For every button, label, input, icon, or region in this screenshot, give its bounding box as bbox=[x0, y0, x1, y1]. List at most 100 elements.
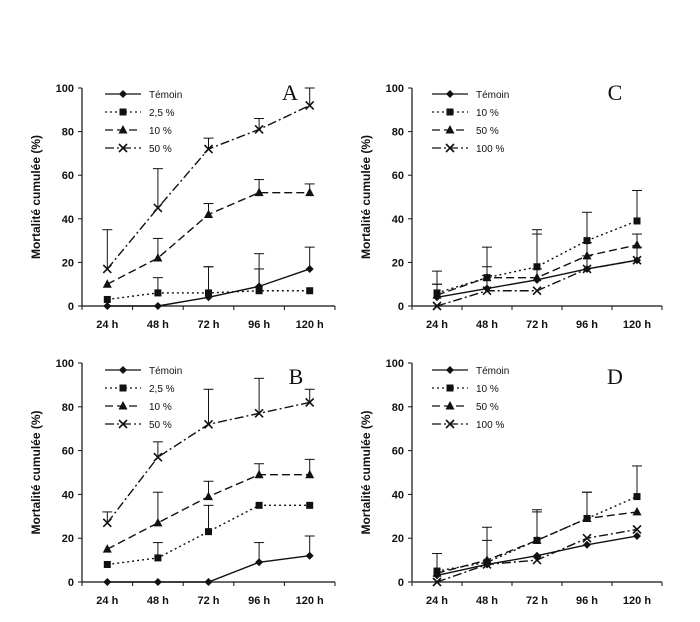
legend-marker bbox=[445, 419, 455, 429]
data-point bbox=[153, 452, 163, 462]
data-point bbox=[305, 397, 315, 407]
x-tick-label: 48 h bbox=[147, 595, 169, 607]
x-tick-label: 48 h bbox=[476, 319, 498, 331]
legend-label: 50 % bbox=[149, 144, 172, 155]
series-3: 50 % bbox=[102, 377, 315, 528]
legend-label: 50 % bbox=[476, 402, 499, 413]
y-tick-label: 80 bbox=[392, 402, 404, 414]
x-tick-label: 72 h bbox=[197, 595, 219, 607]
data-point bbox=[153, 203, 163, 213]
data-point bbox=[254, 408, 264, 418]
data-point bbox=[102, 279, 112, 288]
data-point bbox=[102, 518, 112, 528]
y-tick-label: 60 bbox=[62, 446, 74, 458]
legend-marker bbox=[118, 125, 128, 134]
data-point bbox=[306, 501, 314, 509]
y-axis-label: Mortalité cumulée (%) bbox=[29, 135, 43, 259]
data-point bbox=[203, 419, 214, 429]
data-point bbox=[582, 533, 592, 543]
data-point bbox=[482, 286, 492, 296]
x-tick-label: 24 h bbox=[96, 595, 118, 607]
data-point bbox=[633, 217, 641, 225]
data-point bbox=[255, 558, 264, 567]
y-tick-label: 60 bbox=[62, 170, 74, 182]
series-3: 100 % bbox=[432, 143, 642, 311]
data-point bbox=[305, 100, 315, 111]
y-tick-label: 20 bbox=[392, 533, 404, 545]
data-point bbox=[153, 517, 163, 527]
legend-label: 100 % bbox=[476, 144, 504, 155]
legend-marker bbox=[118, 143, 128, 153]
x-tick-label: 96 h bbox=[248, 595, 270, 607]
y-tick-label: 40 bbox=[392, 489, 404, 501]
data-point bbox=[305, 264, 314, 273]
data-point bbox=[532, 555, 542, 565]
x-tick-label: 120 h bbox=[296, 595, 324, 607]
data-point bbox=[254, 124, 264, 134]
y-tick-label: 0 bbox=[398, 577, 404, 589]
data-point bbox=[204, 578, 213, 586]
series-3: 50 % bbox=[102, 87, 315, 274]
data-point bbox=[203, 144, 214, 154]
legend-label: Témoin bbox=[149, 366, 182, 377]
data-point bbox=[254, 187, 264, 197]
panel-letter: B bbox=[289, 364, 304, 389]
data-point bbox=[532, 535, 542, 544]
data-point bbox=[532, 272, 542, 282]
data-point bbox=[532, 286, 542, 296]
data-point bbox=[103, 302, 112, 310]
panel-d: 0 20 40 60 80 100 24 h 48 h 72 h 96 h 120 h Mortali… bbox=[359, 358, 663, 607]
data-point bbox=[103, 578, 112, 586]
x-tick-label: 96 h bbox=[248, 319, 270, 331]
legend-marker bbox=[445, 143, 455, 153]
data-point bbox=[205, 289, 212, 297]
data-point bbox=[633, 532, 641, 541]
legend-marker bbox=[445, 125, 455, 134]
y-tick-label: 40 bbox=[392, 214, 404, 226]
data-point bbox=[482, 559, 492, 570]
data-point bbox=[432, 290, 442, 299]
y-tick-label: 60 bbox=[392, 170, 404, 182]
series-0: Témoin bbox=[103, 366, 315, 586]
y-tick-label: 100 bbox=[56, 358, 74, 370]
legend-label: Témoin bbox=[476, 366, 509, 377]
series-0: Témoin bbox=[103, 90, 315, 310]
panel-a: 0 20 40 60 80 100 24 h 48 h 72 h 96 h 120 h Mortali… bbox=[29, 80, 336, 331]
series-line bbox=[106, 104, 310, 270]
series-3: 100 % bbox=[432, 419, 642, 587]
y-tick-label: 80 bbox=[62, 127, 74, 139]
data-point bbox=[633, 493, 641, 501]
series-0: Témoin bbox=[432, 366, 641, 580]
legend-marker bbox=[446, 366, 454, 374]
data-point bbox=[103, 560, 111, 568]
y-tick-label: 20 bbox=[62, 533, 74, 545]
y-tick-label: 20 bbox=[62, 257, 74, 269]
x-tick-label: 48 h bbox=[147, 319, 169, 331]
x-tick-label: 72 h bbox=[526, 595, 548, 607]
y-tick-label: 100 bbox=[386, 83, 404, 95]
x-tick-label: 24 h bbox=[96, 319, 118, 331]
data-point bbox=[255, 501, 263, 509]
legend-label: 10 % bbox=[476, 384, 499, 395]
legend-marker bbox=[119, 90, 127, 98]
data-point bbox=[254, 469, 264, 479]
legend-marker bbox=[119, 366, 127, 374]
y-axis-label: Mortalité cumulée (%) bbox=[29, 410, 43, 534]
data-point bbox=[153, 302, 162, 310]
series-1: 2,5 % bbox=[103, 108, 314, 303]
data-point bbox=[255, 287, 263, 295]
y-tick-label: 80 bbox=[392, 127, 404, 139]
y-tick-label: 100 bbox=[56, 83, 74, 95]
y-axis-label: Mortalité cumulée (%) bbox=[359, 410, 373, 534]
x-tick-label: 120 h bbox=[623, 595, 651, 607]
series-line bbox=[107, 504, 310, 566]
legend-label: 50 % bbox=[149, 420, 172, 431]
legend-label: 10 % bbox=[476, 108, 499, 119]
data-point bbox=[153, 253, 163, 262]
data-point bbox=[103, 295, 111, 303]
x-tick-label: 96 h bbox=[576, 319, 598, 331]
y-tick-label: 40 bbox=[62, 489, 74, 501]
legend-label: 10 % bbox=[149, 402, 172, 413]
legend-marker bbox=[446, 384, 454, 392]
x-tick-label: 96 h bbox=[576, 595, 598, 607]
